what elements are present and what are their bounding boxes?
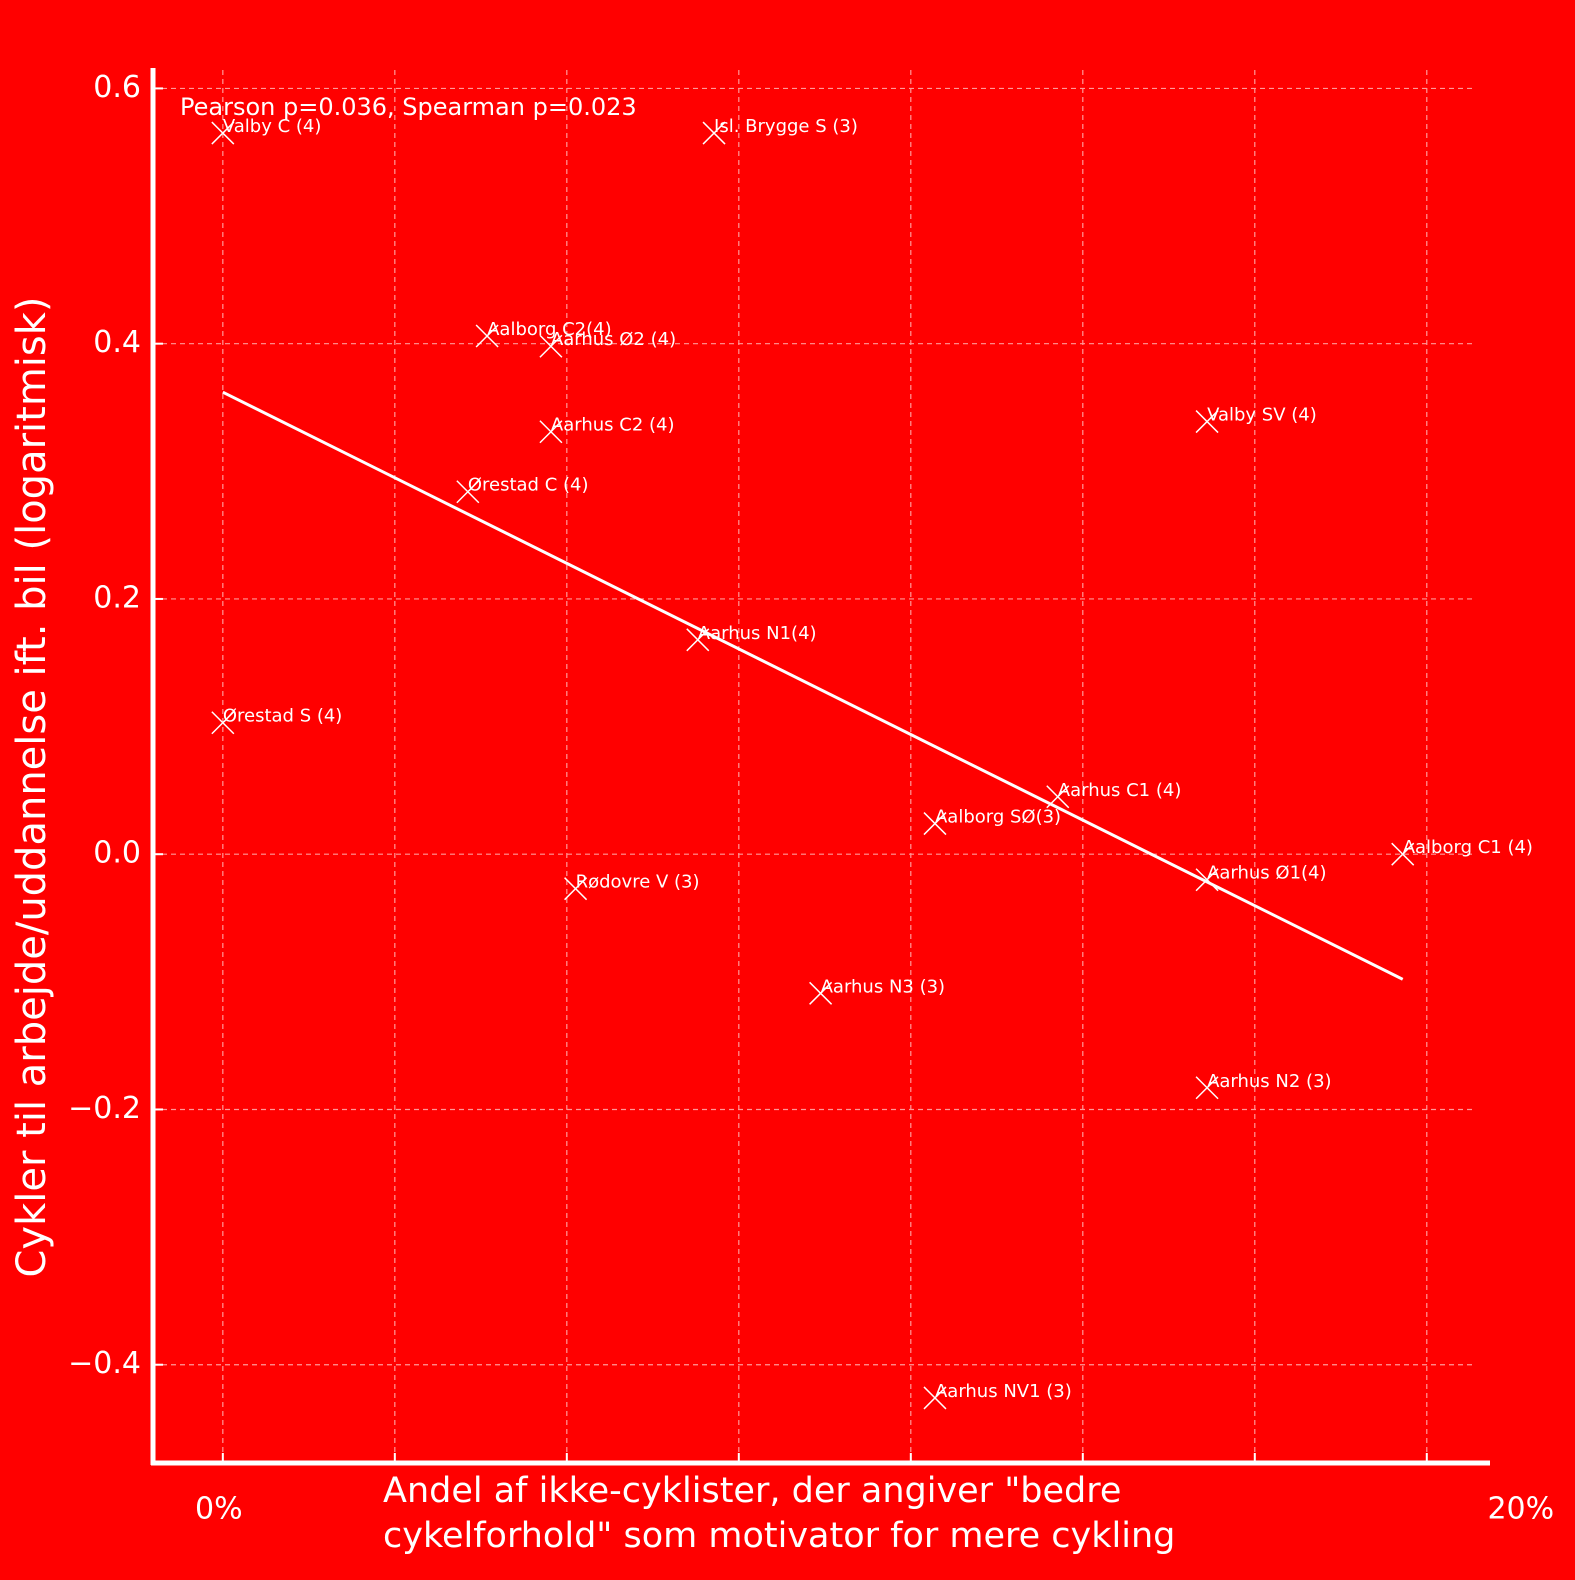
x-axis-label: Andel af ikke-cyklister, der angiver "be… bbox=[383, 1471, 1121, 1511]
point-label: Aalborg C1 (4) bbox=[1403, 837, 1533, 858]
point-label: Ørestad S (4) bbox=[223, 706, 343, 727]
point-label: Aarhus N2 (3) bbox=[1207, 1071, 1331, 1092]
point-label: Aarhus NV1 (3) bbox=[935, 1381, 1072, 1402]
point-label: Aarhus N1(4) bbox=[698, 623, 817, 644]
point bbox=[702, 121, 726, 145]
point-label: Isl. Brygge S (3) bbox=[714, 116, 858, 137]
annotation: Pearson p=0.036, Spearman p=0.023 bbox=[180, 93, 637, 121]
y-tick-label: −0.2 bbox=[68, 1091, 141, 1126]
point-label: Aalborg SØ(3) bbox=[935, 807, 1061, 828]
point bbox=[1195, 868, 1219, 892]
point-label: Aarhus Ø1(4) bbox=[1207, 863, 1326, 884]
y-tick-label: 0.4 bbox=[93, 325, 141, 360]
point bbox=[211, 121, 235, 145]
point-label: Aarhus C2 (4) bbox=[551, 415, 675, 436]
x-tick-label: 0% bbox=[195, 1492, 243, 1527]
y-tick-label: 0.0 bbox=[93, 836, 141, 871]
y-tick-label: −0.4 bbox=[68, 1346, 141, 1381]
point bbox=[1391, 842, 1415, 866]
point-label: Aalborg C2(4) bbox=[487, 319, 612, 340]
point bbox=[923, 812, 947, 836]
point-label: Ørestad C (4) bbox=[468, 475, 589, 496]
y-tick-label: 0.6 bbox=[93, 70, 141, 105]
x-axis-label: cykelforhold" som motivator for mere cyk… bbox=[383, 1516, 1175, 1556]
point bbox=[475, 324, 499, 348]
point bbox=[211, 711, 235, 735]
x-tick-label: 20% bbox=[1487, 1492, 1554, 1527]
point bbox=[539, 420, 563, 444]
y-axis-label: Cykler til arbejde/uddannelse ift. bil (… bbox=[9, 296, 55, 1277]
trend-line bbox=[222, 390, 1404, 981]
point bbox=[923, 1386, 947, 1410]
point bbox=[456, 480, 480, 504]
point bbox=[809, 981, 833, 1005]
point bbox=[686, 628, 710, 652]
point-label: Valby SV (4) bbox=[1207, 405, 1317, 426]
point-label: Aarhus N3 (3) bbox=[821, 976, 945, 997]
y-tick-label: 0.2 bbox=[93, 580, 141, 615]
point-label: Rødovre V (3) bbox=[576, 872, 700, 893]
point-label: Aarhus Ø2 (4) bbox=[551, 329, 676, 350]
point bbox=[1195, 410, 1219, 434]
point bbox=[539, 334, 563, 358]
point bbox=[1046, 785, 1070, 809]
point bbox=[1195, 1076, 1219, 1100]
point bbox=[564, 877, 588, 901]
point-label: Valby C (4) bbox=[223, 116, 322, 137]
point-label: Aarhus C1 (4) bbox=[1058, 780, 1182, 801]
